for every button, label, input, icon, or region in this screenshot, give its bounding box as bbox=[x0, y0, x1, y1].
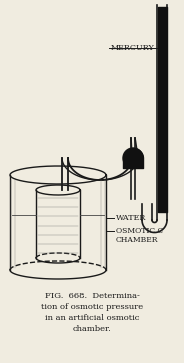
Text: tion of osmotic pressure: tion of osmotic pressure bbox=[41, 303, 143, 311]
Text: chamber.: chamber. bbox=[73, 325, 111, 333]
Text: WATER: WATER bbox=[116, 214, 146, 222]
Text: CHAMBER: CHAMBER bbox=[116, 236, 158, 244]
Text: MERCURY: MERCURY bbox=[111, 44, 155, 52]
Text: FIG.  668.  Determina-: FIG. 668. Determina- bbox=[45, 292, 139, 300]
Text: in an artificial osmotic: in an artificial osmotic bbox=[45, 314, 139, 322]
Text: OSMOTIC C: OSMOTIC C bbox=[116, 227, 163, 235]
